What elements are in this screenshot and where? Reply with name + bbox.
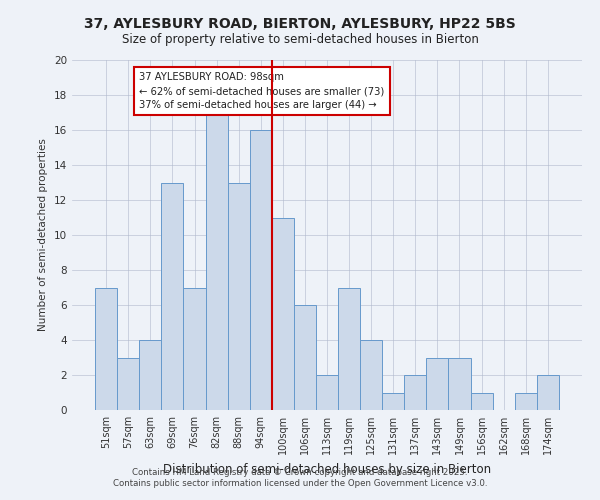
Bar bbox=[227, 182, 250, 410]
Bar bbox=[294, 305, 316, 410]
Bar bbox=[95, 288, 117, 410]
Bar bbox=[338, 288, 360, 410]
Bar bbox=[470, 392, 493, 410]
Bar bbox=[184, 288, 206, 410]
Bar bbox=[404, 375, 427, 410]
Bar bbox=[139, 340, 161, 410]
Text: 37 AYLESBURY ROAD: 98sqm
← 62% of semi-detached houses are smaller (73)
37% of s: 37 AYLESBURY ROAD: 98sqm ← 62% of semi-d… bbox=[139, 72, 385, 110]
X-axis label: Distribution of semi-detached houses by size in Bierton: Distribution of semi-detached houses by … bbox=[163, 462, 491, 475]
Bar bbox=[537, 375, 559, 410]
Y-axis label: Number of semi-detached properties: Number of semi-detached properties bbox=[38, 138, 49, 332]
Bar bbox=[515, 392, 537, 410]
Bar bbox=[250, 130, 272, 410]
Bar bbox=[272, 218, 294, 410]
Bar bbox=[117, 358, 139, 410]
Bar bbox=[360, 340, 382, 410]
Text: 37, AYLESBURY ROAD, BIERTON, AYLESBURY, HP22 5BS: 37, AYLESBURY ROAD, BIERTON, AYLESBURY, … bbox=[84, 18, 516, 32]
Bar bbox=[448, 358, 470, 410]
Bar bbox=[161, 182, 184, 410]
Bar bbox=[316, 375, 338, 410]
Bar bbox=[206, 112, 227, 410]
Bar bbox=[382, 392, 404, 410]
Text: Contains HM Land Registry data © Crown copyright and database right 2025.
Contai: Contains HM Land Registry data © Crown c… bbox=[113, 468, 487, 487]
Bar bbox=[427, 358, 448, 410]
Text: Size of property relative to semi-detached houses in Bierton: Size of property relative to semi-detach… bbox=[122, 32, 478, 46]
